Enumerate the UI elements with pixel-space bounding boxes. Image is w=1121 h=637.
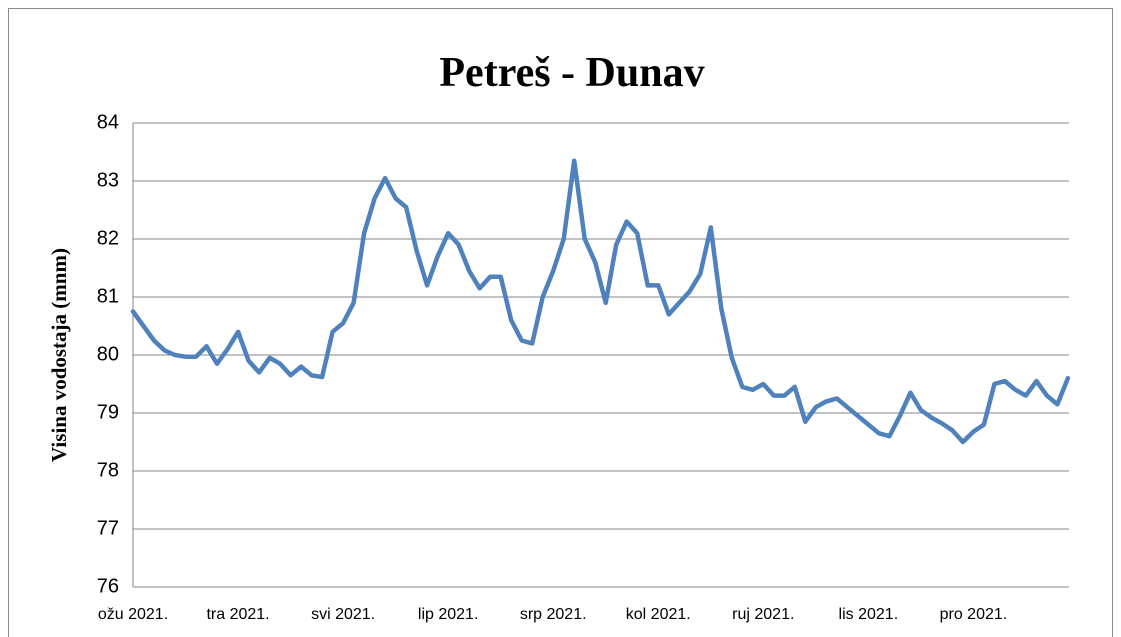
data-line [130,158,1071,445]
y-tick-label: 78 [97,459,119,481]
y-tick-label: 84 [97,111,119,133]
x-tick-label: ožu 2021. [98,606,168,623]
y-axis-label: Visina vodostaja (mnm) [47,248,71,462]
x-tick-label: tra 2021. [206,606,269,623]
x-tick-label: pro 2021. [940,606,1008,623]
chart-border [8,8,1113,637]
x-tick-label: lis 2021. [839,606,899,623]
x-tick-label: ruj 2021. [732,606,794,623]
chart-title: Petreš - Dunav [439,50,704,96]
y-tick-label: 80 [97,343,119,365]
y-tick-label: 82 [97,227,119,249]
x-tick-label: svi 2021. [311,606,375,623]
y-tick-label: 79 [97,401,119,423]
x-tick-label: lip 2021. [418,606,479,623]
x-tick-label: kol 2021. [626,606,691,623]
y-tick-label: 81 [97,285,119,307]
x-tick-label: srp 2021. [520,606,587,623]
y-tick-label: 76 [97,575,119,597]
y-tick-label: 83 [97,169,119,191]
y-tick-label: 77 [97,517,119,539]
